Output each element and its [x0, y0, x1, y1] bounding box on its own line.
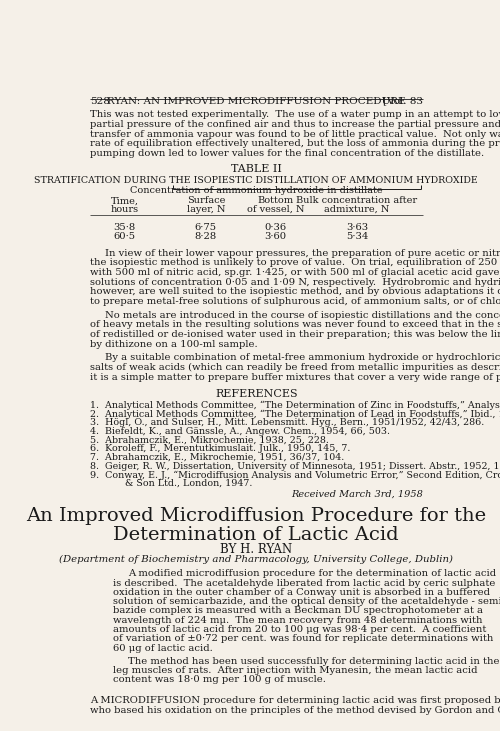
Text: it is a simple matter to prepare buffer mixtures that cover a very wide range of: it is a simple matter to prepare buffer …: [90, 373, 500, 382]
Text: Bottom: Bottom: [258, 197, 294, 205]
Text: Determination of Lactic Acid: Determination of Lactic Acid: [114, 526, 399, 544]
Text: salts of weak acids (which can readily be freed from metallic impurities as desc: salts of weak acids (which can readily b…: [90, 363, 500, 372]
Text: the isopiestic method is unlikely to prove of value.  On trial, equilibration of: the isopiestic method is unlikely to pro…: [90, 258, 500, 268]
Text: 7.  Abrahamczik, E., Mikrochemie, 1951, 36/37, 104.: 7. Abrahamczik, E., Mikrochemie, 1951, 3…: [90, 452, 344, 462]
Text: This was not tested experimentally.  The use of a water pump in an attempt to lo: This was not tested experimentally. The …: [90, 110, 500, 119]
Text: RYAN: AN IMPROVED MICRODIFFUSION PROCEDURE: RYAN: AN IMPROVED MICRODIFFUSION PROCEDU…: [107, 96, 406, 106]
Text: 2.  Analytical Methods Committee, “The Determination of Lead in Foodstuffs,” Ibi: 2. Analytical Methods Committee, “The De…: [90, 409, 500, 419]
Text: bazide complex is measured with a Beckman DU spectrophotometer at a: bazide complex is measured with a Beckma…: [113, 607, 483, 616]
Text: pumping down led to lower values for the final concentration of the distillate.: pumping down led to lower values for the…: [90, 149, 484, 158]
Text: 8·28: 8·28: [195, 232, 217, 241]
Text: is described.  The acetaldehyde liberated from lactic acid by ceric sulphate: is described. The acetaldehyde liberated…: [113, 579, 495, 588]
Text: 5.  Abrahamczik, E., Mikrochemie, 1938, 25, 228.: 5. Abrahamczik, E., Mikrochemie, 1938, 2…: [90, 436, 328, 444]
Text: A modified microdiffusion procedure for the determination of lactic acid: A modified microdiffusion procedure for …: [128, 569, 496, 578]
Text: rate of equilibration effectively unaltered, but the loss of ammonia during the : rate of equilibration effectively unalte…: [90, 140, 500, 148]
Text: to prepare metal-free solutions of sulphurous acid, of ammonium salts, or of chl: to prepare metal-free solutions of sulph…: [90, 297, 500, 306]
Text: hours: hours: [110, 205, 138, 213]
Text: Bulk concentration after: Bulk concentration after: [296, 197, 418, 205]
Text: by dithizone on a 100-ml sample.: by dithizone on a 100-ml sample.: [90, 340, 257, 349]
Text: however, are well suited to the isopiestic method, and by obvious adaptations it: however, are well suited to the isopiest…: [90, 287, 500, 297]
Text: 6.  Koroleff, F., Merentutkimuslait. Julk., 1950, 145, 7.: 6. Koroleff, F., Merentutkimuslait. Julk…: [90, 444, 350, 453]
Text: 60·5: 60·5: [114, 232, 136, 241]
Text: solution of semicarbazide, and the optical density of the acetaldehyde - semicar: solution of semicarbazide, and the optic…: [113, 597, 500, 606]
Text: 9.  Conway, E. J., “Microdiffusion Analysis and Volumetric Error,” Second Editio: 9. Conway, E. J., “Microdiffusion Analys…: [90, 470, 500, 480]
Text: layer, N: layer, N: [186, 205, 225, 213]
Text: oxidation in the outer chamber of a Conway unit is absorbed in a buffered: oxidation in the outer chamber of a Conw…: [113, 588, 490, 597]
Text: solutions of concentration 0·05 and 1·09 N, respectively.  Hydrobromic and hydri: solutions of concentration 0·05 and 1·09…: [90, 278, 500, 287]
Text: of heavy metals in the resulting solutions was never found to exceed that in the: of heavy metals in the resulting solutio…: [90, 320, 500, 330]
Text: 1.  Analytical Methods Committee, “The Determination of Zinc in Foodstuffs,” Ana: 1. Analytical Methods Committee, “The De…: [90, 401, 500, 410]
Text: with 500 ml of nitric acid, sp.gr. 1·425, or with 500 ml of glacial acetic acid : with 500 ml of nitric acid, sp.gr. 1·425…: [90, 268, 500, 277]
Text: of vessel, N: of vessel, N: [247, 205, 304, 213]
Text: No metals are introduced in the course of isopiestic distillations and the conce: No metals are introduced in the course o…: [105, 311, 500, 319]
Text: A MICRODIFFUSION procedure for determining lactic acid was first proposed by Win: A MICRODIFFUSION procedure for determini…: [90, 696, 500, 705]
Text: Surface: Surface: [186, 197, 225, 205]
Text: Time,: Time,: [110, 197, 138, 205]
Text: amounts of lactic acid from 20 to 100 μg was 98·4 per cent.  A coefficient: amounts of lactic acid from 20 to 100 μg…: [113, 625, 486, 634]
Text: By a suitable combination of metal-free ammonium hydroxide or hydrochloric acid : By a suitable combination of metal-free …: [105, 353, 500, 363]
Text: leg muscles of rats.  After injection with Myanesin, the mean lactic acid: leg muscles of rats. After injection wit…: [113, 666, 478, 675]
Text: TABLE II: TABLE II: [231, 164, 281, 174]
Text: 528: 528: [90, 96, 110, 106]
Text: & Son Ltd., London, 1947.: & Son Ltd., London, 1947.: [113, 479, 252, 488]
Text: who based his oxidation on the principles of the method devised by Gordon and Qu: who based his oxidation on the principle…: [90, 705, 500, 715]
Text: wavelength of 224 mμ.  The mean recovery from 48 determinations with: wavelength of 224 mμ. The mean recovery …: [113, 616, 482, 625]
Text: partial pressure of the confined air and thus to increase the partial pressure a: partial pressure of the confined air and…: [90, 120, 500, 129]
Text: REFERENCES: REFERENCES: [215, 389, 298, 399]
Text: admixture, N: admixture, N: [324, 205, 390, 213]
Text: 60 μg of lactic acid.: 60 μg of lactic acid.: [113, 643, 212, 653]
Text: 6·75: 6·75: [195, 223, 217, 232]
Text: of redistilled or de-ionised water used in their preparation; this was below the: of redistilled or de-ionised water used …: [90, 330, 500, 339]
Text: of variation of ±0·72 per cent. was found for replicate determinations with: of variation of ±0·72 per cent. was foun…: [113, 635, 493, 643]
Text: STRATIFICATION DURING THE ISOPIESTIC DISTILLATION OF AMMONIUM HYDROXIDE: STRATIFICATION DURING THE ISOPIESTIC DIS…: [34, 175, 478, 184]
Text: 5·34: 5·34: [346, 232, 368, 241]
Text: 3·60: 3·60: [264, 232, 286, 241]
Text: The method has been used successfully for determining lactic acid in the: The method has been used successfully fo…: [128, 657, 500, 666]
Text: content was 18·0 mg per 100 g of muscle.: content was 18·0 mg per 100 g of muscle.: [113, 675, 326, 684]
Text: 3.  Högl, O., and Sulser, H., Mitt. Lebensmitt. Hyg., Bern., 1951/1952, 42/43, 2: 3. Högl, O., and Sulser, H., Mitt. Leben…: [90, 418, 484, 427]
Text: In view of their lower vapour pressures, the preparation of pure acetic or nitri: In view of their lower vapour pressures,…: [105, 249, 500, 258]
Text: An Improved Microdiffusion Procedure for the: An Improved Microdiffusion Procedure for…: [26, 507, 486, 525]
Text: [Vol. 83: [Vol. 83: [383, 96, 423, 106]
Text: 35·8: 35·8: [114, 223, 136, 232]
Text: Concentration of ammonium hydroxide in distillate: Concentration of ammonium hydroxide in d…: [130, 186, 382, 194]
Text: transfer of ammonia vapour was found to be of little practical value.  Not only : transfer of ammonia vapour was found to …: [90, 129, 500, 139]
Text: 8.  Geiger, R. W., Dissertation, University of Minnesota, 1951; Dissert. Abstr.,: 8. Geiger, R. W., Dissertation, Universi…: [90, 461, 500, 471]
Text: Received March 3rd, 1958: Received March 3rd, 1958: [291, 490, 423, 499]
Text: 0·36: 0·36: [264, 223, 286, 232]
Text: 4.  Biefeldt, K., and Gänssle, A., Angew. Chem., 1954, 66, 503.: 4. Biefeldt, K., and Gänssle, A., Angew.…: [90, 427, 390, 436]
Text: BY H. RYAN: BY H. RYAN: [220, 543, 292, 556]
Text: (Department of Biochemistry and Pharmacology, University College, Dublin): (Department of Biochemistry and Pharmaco…: [60, 555, 453, 564]
Text: 3·63: 3·63: [346, 223, 368, 232]
